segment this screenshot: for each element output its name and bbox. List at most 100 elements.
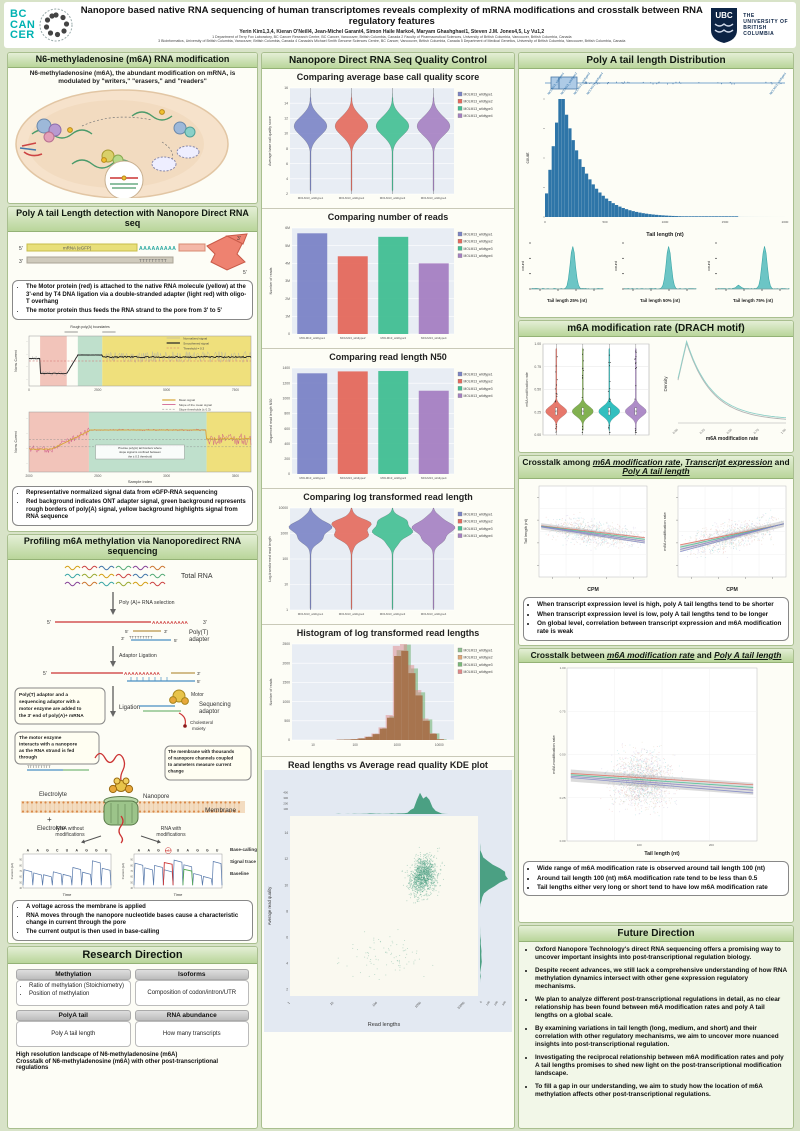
svg-text:count: count [525, 152, 530, 164]
svg-text:0: 0 [288, 738, 290, 742]
svg-text:CPM: CPM [726, 587, 738, 593]
svg-text:10: 10 [284, 583, 288, 587]
current-plot-unmodified: A A G C U A G G U 40 50 60 70 80 90 Current (pA) Time [10, 848, 112, 897]
svg-text:-: - [26, 416, 27, 420]
svg-text:MOLM13_wildtype3: MOLM13_wildtype3 [380, 476, 406, 480]
svg-text:4: 4 [286, 962, 288, 966]
svg-text:2000: 2000 [282, 661, 290, 665]
svg-text:2000: 2000 [782, 220, 789, 224]
svg-text:10: 10 [284, 132, 288, 136]
svg-text:40: 40 [20, 887, 23, 890]
svg-text:-: - [26, 352, 27, 356]
svg-text:of nanopore channels coupled: of nanopore channels coupled [168, 755, 234, 760]
svg-text:60: 60 [131, 875, 134, 878]
motor-enzyme-icon [168, 689, 189, 705]
svg-text:MOLM13_wildtype1: MOLM13_wildtype1 [464, 372, 493, 376]
svg-text:1: 1 [286, 608, 288, 612]
svg-text:moiety: moiety [192, 726, 206, 731]
svg-text:5000: 5000 [163, 388, 170, 392]
poster-title: Nanopore based native RNA sequencing of … [80, 5, 703, 28]
svg-text:6M: 6M [285, 226, 290, 230]
svg-text:Mean signal: Mean signal [178, 398, 195, 402]
svg-text:MOLM13_wildtype2: MOLM13_wildtype2 [464, 656, 493, 660]
future-direction-list: Oxford Nanopore Technology's direct RNA … [525, 946, 787, 1099]
m6a-cell-diagram [14, 89, 229, 198]
svg-text:CPM: CPM [587, 587, 599, 593]
svg-text:1500: 1500 [282, 681, 290, 685]
svg-text:change: change [168, 768, 184, 773]
svg-text:Sequencing: Sequencing [199, 702, 231, 708]
svg-text:8: 8 [286, 147, 288, 151]
svg-text:Poly(T): Poly(T) [189, 630, 208, 636]
ubc-shield-icon: UBC [711, 8, 738, 43]
bullet: The motor protein thus feeds the RNA str… [26, 308, 248, 316]
svg-text:5': 5' [197, 679, 201, 684]
svg-text:U: U [216, 848, 219, 852]
rd-box-methylation: Methylation Ratio of methylation (Stoich… [16, 969, 131, 1007]
svg-text:12: 12 [284, 116, 288, 120]
nanopore-bullets: A voltage across the membrane is applied… [12, 899, 253, 941]
bc-cancer-emblem-icon [39, 8, 73, 42]
section-title: Crosstalk among m6A modification rate, T… [519, 456, 793, 480]
section-title: Poly A tail Length detection with Nanopo… [8, 207, 257, 232]
svg-text:the 3' end of poly(A)+ mRNA: the 3' end of poly(A)+ mRNA [19, 713, 84, 719]
affiliation-line-1: 1 Department of Terry Fox Laboratory, BC… [212, 35, 572, 40]
panel-n50-bar: Comparing read length N50 0 200 400 600 800 1… [262, 348, 514, 488]
section-title: Profiling m6A methylation via Nanoporedi… [8, 535, 257, 560]
svg-text:U: U [66, 848, 69, 852]
svg-text:0: 0 [28, 388, 30, 392]
svg-text:m6A: m6A [166, 848, 172, 852]
svg-text:Tail length (nt): Tail length (nt) [523, 519, 528, 545]
svg-text:0.75: 0.75 [534, 365, 541, 369]
svg-text:10: 10 [329, 1001, 334, 1006]
svg-text:Average read quality: Average read quality [267, 886, 272, 925]
svg-text:3': 3' [197, 671, 201, 676]
svg-text:MOLM13_wildtype2: MOLM13_wildtype2 [340, 476, 366, 480]
rd-box-isoforms: Isoforms Composition of codon/intron/UTR [134, 969, 249, 1007]
svg-text:G: G [158, 848, 161, 852]
svg-text:Tail length 50% (nt): Tail length 50% (nt) [640, 298, 680, 303]
svg-text:0.75: 0.75 [752, 428, 759, 435]
svg-text:7500: 7500 [231, 388, 238, 392]
svg-text:MOLM13_wildtype4: MOLM13_wildtype4 [421, 476, 447, 480]
svg-text:Total RNA: Total RNA [181, 573, 213, 580]
svg-text:MOLM13_wildtype3: MOLM13_wildtype3 [464, 663, 493, 667]
bc-line2: CAN [10, 18, 36, 31]
tail-quantile-row: Tail length 25% (nt) count Tail length 50… [519, 239, 793, 305]
svg-text:MOLM13_wildtype3: MOLM13_wildtype3 [380, 336, 406, 340]
svg-text:TTTTTTTTT: TTTTTTTTT [139, 258, 167, 263]
svg-text:5': 5' [125, 629, 129, 634]
svg-text:8: 8 [286, 909, 288, 913]
svg-text:Electrolyte: Electrolyte [37, 826, 66, 832]
ubc-abbr: UBC [716, 11, 734, 20]
svg-text:0: 0 [288, 332, 290, 336]
svg-text:300: 300 [283, 796, 288, 800]
svg-text:Tail length (nt): Tail length (nt) [646, 232, 684, 238]
svg-text:the ± 0.3 threshold: the ± 0.3 threshold [128, 454, 152, 458]
svg-text:Rough poly(A) boundaries: Rough poly(A) boundaries [70, 325, 110, 329]
svg-text:MOLM13_wildtype4: MOLM13_wildtype4 [421, 196, 447, 200]
section-title: Poly A tail length Distribution [519, 53, 793, 69]
total-rna-squiggles [64, 565, 165, 587]
svg-text:300: 300 [501, 1000, 507, 1006]
svg-text:3': 3' [121, 636, 125, 641]
svg-text:60: 60 [20, 875, 23, 878]
svg-text:A: A [27, 848, 30, 852]
svg-text:90: 90 [131, 858, 134, 861]
ubc-logo: UBC THE UNIVERSITY OF BRITISH COLUMBIA [709, 6, 796, 44]
svg-text:90: 90 [20, 858, 23, 861]
svg-text:1000: 1000 [394, 743, 401, 747]
svg-text:slope signal is confined betwe: slope signal is confined between [119, 450, 161, 454]
svg-text:1000: 1000 [280, 532, 288, 536]
svg-text:40: 40 [131, 887, 134, 890]
section-profiling-m6a: Profiling m6A methylation via Nanoporedi… [7, 534, 258, 944]
svg-text:mRNA (eGFP): mRNA (eGFP) [63, 245, 92, 250]
svg-text:0: 0 [544, 220, 546, 224]
svg-text:as the RNA strand is fed: as the RNA strand is fed [19, 748, 74, 754]
svg-text:2: 2 [286, 192, 288, 196]
loglen-histogram-chart: 0 500 1000 1500 2000 2500 10 100 1000 10000 Number… [269, 642, 493, 747]
section-crosstalk-2way: Crosstalk between m6A modification rate … [518, 648, 794, 923]
svg-text:1: 1 [287, 1001, 291, 1005]
